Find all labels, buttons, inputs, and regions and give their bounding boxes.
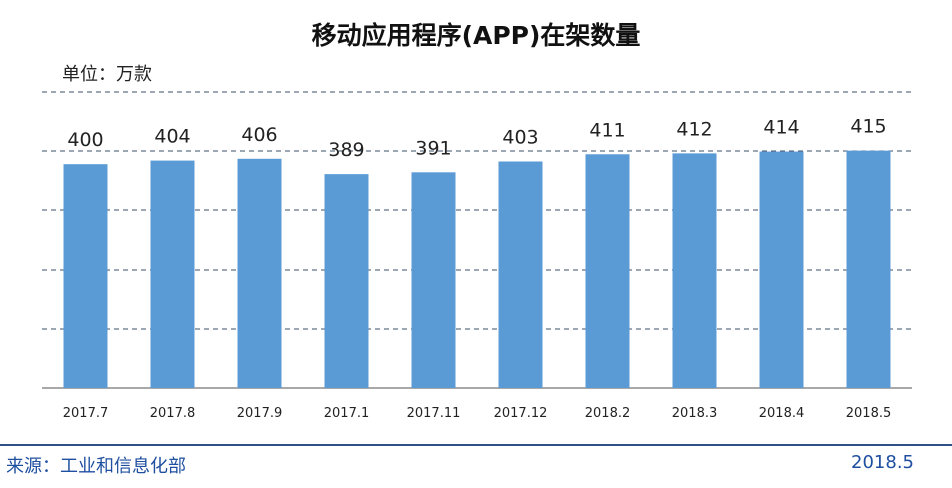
chart-title: 移动应用程序(APP)在架数量 [311,21,641,50]
x-tick-label: 2017.11 [407,406,461,421]
data-label: 400 [67,129,103,151]
footer-divider [0,444,952,446]
bar [585,154,630,388]
data-label: 391 [415,137,451,159]
bar [672,153,717,388]
data-label: 415 [850,116,886,138]
data-label: 406 [241,124,277,146]
bar-chart: 400 2017.7 404 2017.8 406 2017.9 389 2017.1 391 2… [42,91,912,421]
unit-label: 单位：万款 [62,64,152,85]
x-tick-label: 2017.9 [237,406,283,421]
data-label: 389 [328,139,364,161]
bar [63,164,108,388]
data-label: 412 [676,118,712,140]
data-label: 411 [589,119,625,141]
x-tick-label: 2017.12 [494,406,548,421]
x-tick-label: 2018.5 [846,406,892,421]
bar [498,161,543,388]
bar [237,158,282,388]
x-tick-label: 2018.4 [759,406,805,421]
x-tick-label: 2017.8 [150,406,196,421]
x-tick-label: 2018.3 [672,406,718,421]
x-tick-label: 2018.2 [585,406,631,421]
data-label: 414 [763,117,799,139]
bar [759,151,804,388]
source-text: 来源：工业和信息化部 [6,456,186,477]
bar [324,174,369,388]
bar [846,150,891,388]
footer-date: 2018.5 [851,452,914,473]
data-label: 403 [502,126,538,148]
x-tick-label: 2017.7 [63,406,109,421]
bar [150,160,195,388]
data-label: 404 [154,126,190,148]
bar [411,172,456,388]
x-tick-label: 2017.1 [324,406,370,421]
